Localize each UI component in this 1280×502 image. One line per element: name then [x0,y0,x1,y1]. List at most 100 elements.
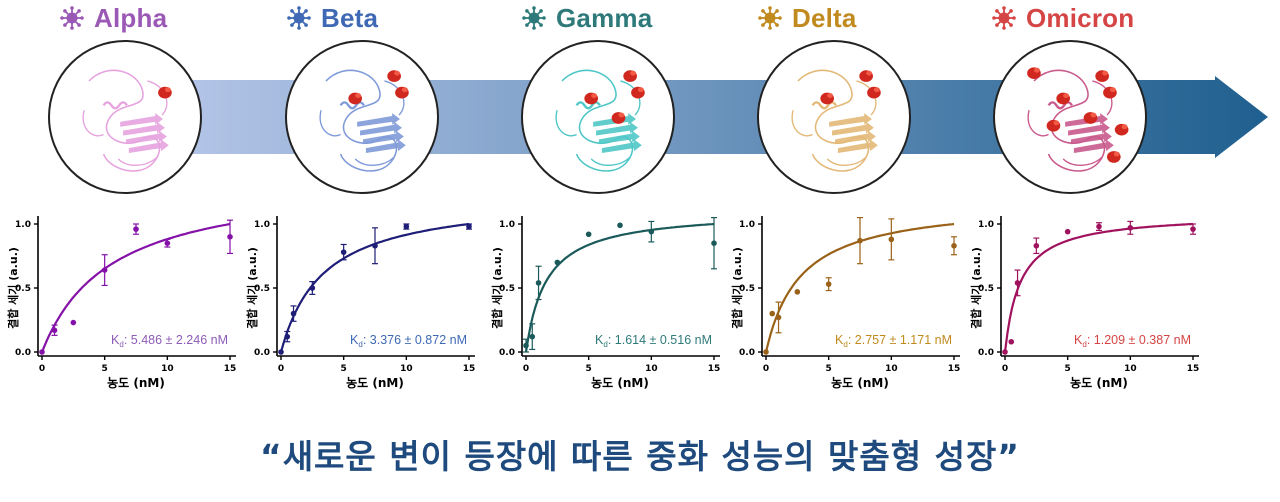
kd-annotation: Kd: 1.209 ± 0.387 nM [1074,333,1191,349]
fit-curve [40,222,231,353]
y-tick-label: 0.0 [978,348,994,358]
data-point [164,238,171,248]
data-point [70,319,77,326]
x-tick-label: 5 [826,364,832,374]
x-tick-label: 5 [341,364,347,374]
data-point [278,349,284,355]
x-tick-label: 15 [1187,364,1200,374]
virus-icon [60,6,84,30]
data-point [523,338,529,353]
data-point [101,254,108,287]
binding-chart-alpha: 0.0 0.5 1.0 0 5 10 15 농도 (nM) 결합 세기 (a.u.) Kd: 5.… [5,200,255,400]
data-point [227,219,233,255]
x-tick-label: 10 [400,364,413,374]
data-point [1033,237,1040,255]
variant-name: Delta [792,2,857,33]
variant-name: Alpha [94,2,168,33]
kd-annotation: Kd: 5.486 ± 2.246 nM [111,333,228,349]
data-point [372,227,378,265]
variant-header-omicron: Omicron [992,2,1134,34]
y-tick-label: 0.5 [254,284,270,294]
y-tick-label: 1.0 [978,220,994,230]
data-point [769,310,776,317]
data-point [1064,228,1071,235]
data-point [403,223,410,230]
y-axis-label: 결합 세기 (a.u.) [490,247,504,329]
x-tick-label: 10 [885,364,898,374]
y-tick-label: 0.0 [15,348,31,358]
data-point [1002,349,1008,355]
data-point [648,220,655,243]
x-tick-label: 0 [763,364,769,374]
virus-icon [758,6,782,30]
variant-header-alpha: Alpha [60,2,167,34]
binding-chart-gamma: 0.0 0.5 1.0 0 5 10 15 농도 (nM) 결합 세기 (a.u.) Kd: 1.… [489,200,739,400]
data-point [466,223,472,230]
x-tick-label: 15 [224,364,237,374]
x-tick-label: 10 [645,364,658,374]
data-point [309,280,316,296]
data-point [290,305,297,322]
kd-annotation: Kd: 1.614 ± 0.516 nM [595,333,712,349]
kd-annotation: Kd: 2.757 ± 1.171 nM [835,333,952,349]
y-tick-label: 0.0 [254,348,270,358]
y-tick-label: 0.5 [978,284,994,294]
data-point [794,289,801,295]
x-tick-label: 0 [523,364,529,374]
y-tick-label: 0.5 [739,284,755,294]
y-tick-label: 1.0 [15,220,31,230]
data-point [554,259,561,266]
data-point [585,231,592,238]
data-point [1127,220,1134,235]
data-point [775,301,782,334]
x-tick-label: 0 [39,364,45,374]
data-point [39,349,45,355]
variant-header-beta: Beta [287,2,378,34]
x-tick-label: 15 [948,364,961,374]
y-tick-label: 1.0 [739,220,755,230]
variant-name: Omicron [1026,2,1135,33]
y-tick-label: 1.0 [499,220,515,230]
x-axis-label: 농도 (nM) [591,376,649,390]
data-point [617,222,623,229]
y-tick-label: 1.0 [254,220,270,230]
y-axis-label: 결합 세기 (a.u.) [969,247,983,329]
x-tick-label: 15 [708,364,721,374]
x-tick-label: 5 [586,364,592,374]
y-axis-label: 결합 세기 (a.u.) [730,247,744,329]
data-point [51,324,58,336]
data-point [535,265,542,301]
data-point [340,243,347,261]
protein-structure-beta [285,40,439,194]
data-point [888,218,895,261]
binding-chart-omicron: 0.0 0.5 1.0 0 5 10 15 농도 (nM) 결합 세기 (a.u.) Kd: 1.… [968,200,1218,400]
protein-structure-alpha [48,40,202,194]
data-point [857,217,863,265]
virus-icon [522,6,546,30]
data-point [284,330,291,343]
x-tick-label: 5 [1065,364,1071,374]
x-axis-label: 농도 (nM) [831,376,889,390]
fit-curve [1003,222,1194,353]
variant-name: Beta [321,2,379,33]
protein-structure-delta [757,40,911,194]
protein-structure-gamma [521,40,675,194]
protein-structure-omicron [993,40,1147,194]
binding-chart-beta: 0.0 0.5 1.0 0 5 10 15 농도 (nM) 결합 세기 (a.u.) Kd: 3.… [244,200,494,400]
x-axis-label: 농도 (nM) [346,376,404,390]
x-tick-label: 10 [161,364,174,374]
x-axis-label: 농도 (nM) [1070,376,1128,390]
variant-header-delta: Delta [758,2,857,34]
data-point [1190,223,1196,235]
data-point [763,349,769,355]
slogan-text: “새로운 변이 등장에 따른 중화 성능의 맞춤형 성장” [260,437,1020,476]
data-point [133,223,139,235]
y-tick-label: 0.0 [499,348,515,358]
kd-annotation: Kd: 3.376 ± 0.872 nM [350,333,467,349]
x-tick-label: 10 [1124,364,1137,374]
data-point [825,277,832,292]
data-point [1014,269,1021,297]
x-tick-label: 0 [1002,364,1008,374]
y-tick-label: 0.5 [15,284,31,294]
x-tick-label: 5 [102,364,108,374]
